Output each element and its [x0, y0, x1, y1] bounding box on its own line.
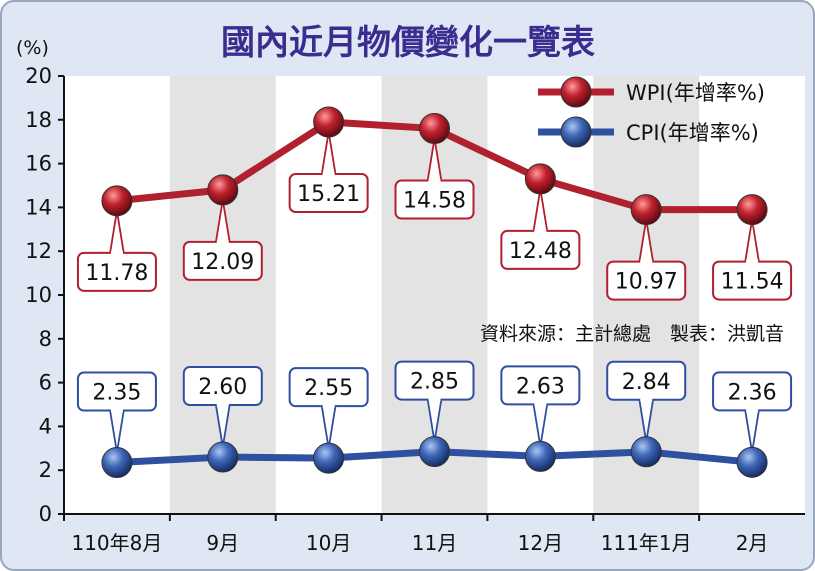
source-note: 資料來源：主計總處 製表：洪凱音 — [480, 323, 784, 345]
data-label: 2.36 — [728, 380, 777, 405]
data-label: 2.84 — [622, 370, 671, 395]
x-tick-label: 2月 — [736, 531, 769, 555]
y-tick-label: 10 — [25, 283, 52, 307]
data-label: 11.78 — [85, 261, 148, 286]
data-label: 15.21 — [297, 182, 360, 207]
data-label: 2.35 — [92, 381, 141, 406]
x-tick-label: 10月 — [306, 531, 351, 555]
data-label: 10.97 — [615, 270, 678, 295]
y-tick-label: 2 — [39, 458, 52, 482]
legend-label: CPI(年增率%) — [626, 121, 759, 145]
data-label: 14.58 — [403, 189, 466, 214]
data-point — [736, 446, 768, 478]
data-point — [736, 194, 768, 226]
legend-label: WPI(年增率%) — [626, 81, 765, 105]
data-point — [101, 447, 133, 479]
x-tick-label: 11月 — [412, 531, 457, 555]
y-tick-label: 14 — [25, 195, 52, 219]
legend-marker — [560, 116, 592, 148]
data-point — [419, 436, 450, 468]
data-label: 2.85 — [410, 370, 459, 395]
legend-marker — [560, 76, 592, 108]
data-labels: 11.78 12.09 15.21 14.58 12.48 10.97 11.54 2.35 2… — [76, 172, 793, 413]
data-label: 2.60 — [198, 375, 247, 400]
x-tick-label: 12月 — [518, 531, 563, 555]
x-axis-labels: 110年8月 9月 10月 11月 12月 111年1月 2月 — [63, 514, 769, 555]
y-tick-label: 18 — [25, 108, 52, 132]
x-tick-label: 110年8月 — [71, 531, 162, 555]
legend: WPI(年增率%) CPI(年增率%) — [538, 76, 765, 148]
data-point — [630, 436, 662, 468]
data-point — [313, 106, 345, 138]
y-tick-label: 6 — [39, 371, 52, 395]
y-tick-label: 12 — [25, 239, 52, 263]
y-tick-label: 20 — [25, 64, 52, 88]
y-tick-label: 0 — [39, 502, 52, 526]
data-point — [313, 442, 345, 474]
data-point — [524, 440, 556, 472]
data-label: 2.63 — [516, 374, 565, 399]
data-point — [630, 194, 662, 226]
data-point — [101, 185, 133, 217]
data-label: 12.09 — [191, 250, 254, 275]
x-tick-label: 9月 — [206, 531, 239, 555]
data-label: 2.55 — [304, 376, 353, 401]
data-point — [524, 163, 556, 195]
data-point — [419, 113, 450, 145]
data-point — [207, 174, 239, 206]
series-points — [101, 106, 768, 479]
y-tick-label: 16 — [25, 152, 52, 176]
y-tick-label: 4 — [39, 414, 52, 438]
label-leaders — [108, 131, 761, 453]
data-point — [207, 441, 239, 473]
data-label: 11.54 — [721, 270, 784, 295]
chart-title: 國內近月物價變化一覽表 — [221, 23, 595, 63]
y-axis-ticks: 0 2 4 6 8 10 12 14 16 18 20 — [25, 64, 64, 526]
y-tick-label: 8 — [39, 327, 52, 351]
y-unit-label: (%) — [16, 37, 49, 59]
data-label: 12.48 — [509, 239, 572, 264]
x-tick-label: 111年1月 — [601, 531, 692, 555]
